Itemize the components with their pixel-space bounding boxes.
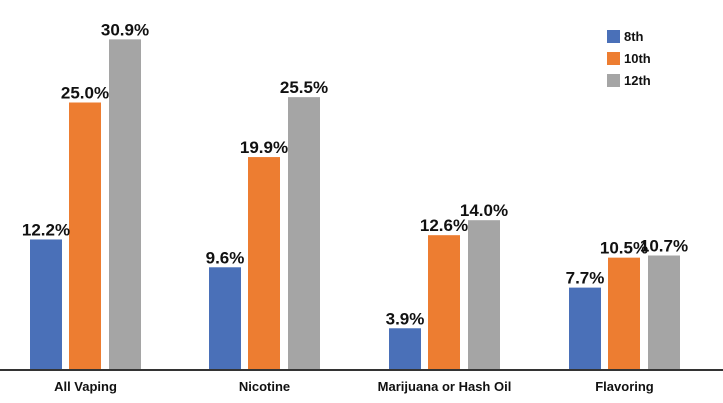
legend-label-8th: 8th <box>624 29 644 44</box>
bar-marijuana-or-hash-oil-8th <box>389 328 421 370</box>
bar-nicotine-10th <box>248 157 280 370</box>
value-label-flavoring-8th: 7.7% <box>566 269 605 288</box>
bar-nicotine-8th <box>209 267 241 370</box>
value-label-all-vaping-12th: 30.9% <box>101 20 149 39</box>
bar-flavoring-10th <box>608 258 640 370</box>
bar-marijuana-or-hash-oil-10th <box>428 235 460 370</box>
x-tick-labels-layer: All Vaping Nicotine Marijuana or Hash Oil F… <box>54 379 654 394</box>
value-label-nicotine-12th: 25.5% <box>280 78 328 97</box>
legend-swatch-10th <box>607 52 620 65</box>
bar-flavoring-8th <box>569 288 601 370</box>
bars-layer <box>30 39 680 370</box>
value-label-nicotine-10th: 19.9% <box>240 138 288 157</box>
bar-all-vaping-8th <box>30 239 62 370</box>
x-tick-label-marijuana-or-hash-oil: Marijuana or Hash Oil <box>378 379 512 394</box>
legend-label-10th: 10th <box>624 51 651 66</box>
x-tick-label-flavoring: Flavoring <box>595 379 654 394</box>
x-tick-label-nicotine: Nicotine <box>239 379 290 394</box>
bar-flavoring-12th <box>648 256 680 370</box>
bar-all-vaping-12th <box>109 39 141 370</box>
value-label-nicotine-8th: 9.6% <box>206 248 245 267</box>
bar-marijuana-or-hash-oil-12th <box>468 220 500 370</box>
value-label-marijuana-or-hash-oil-12th: 14.0% <box>460 201 508 220</box>
value-label-all-vaping-10th: 25.0% <box>61 84 109 103</box>
bar-nicotine-12th <box>288 97 320 370</box>
legend-label-12th: 12th <box>624 73 651 88</box>
x-tick-label-all-vaping: All Vaping <box>54 379 117 394</box>
bar-all-vaping-10th <box>69 103 101 371</box>
value-label-flavoring-12th: 10.7% <box>640 237 688 256</box>
value-label-all-vaping-8th: 12.2% <box>22 220 70 239</box>
legend-swatch-12th <box>607 74 620 87</box>
legend-swatch-8th <box>607 30 620 43</box>
legend: 8th 10th 12th <box>607 29 651 88</box>
value-label-marijuana-or-hash-oil-8th: 3.9% <box>386 309 425 328</box>
